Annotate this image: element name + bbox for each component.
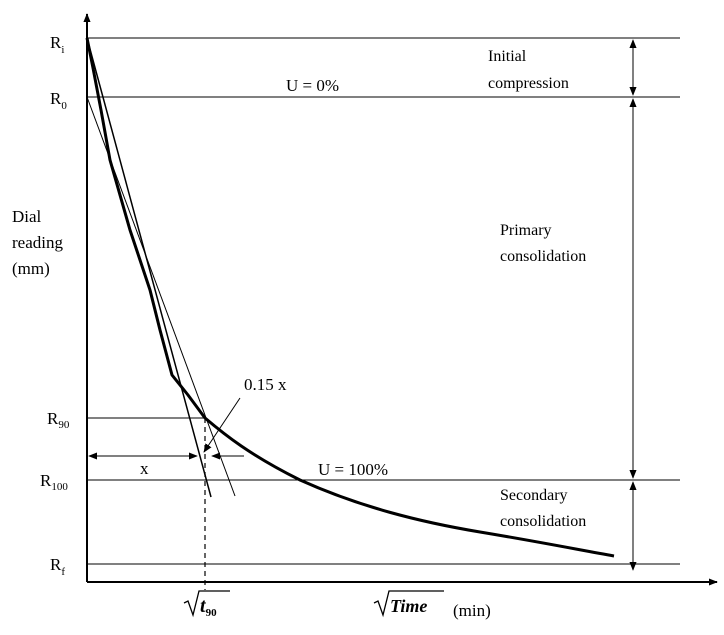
x-label: x	[140, 459, 149, 478]
sqrt-t90-text: t90	[200, 595, 217, 619]
fifteen-x-label: 0.15 x	[244, 375, 287, 394]
label-rf: Rf	[50, 555, 65, 578]
u100-label: U = 100%	[318, 460, 388, 479]
sqrt-time-radical	[373, 590, 444, 618]
sqrt-t90-radical	[183, 590, 230, 618]
label-r0: R0	[50, 89, 67, 112]
sqrt-time-label: Time (min)	[373, 590, 491, 620]
slope-1-15x-line	[86, 96, 236, 497]
y-axis-label-line1: Dial	[12, 207, 42, 226]
label-r90: R90	[47, 409, 70, 431]
tangent-line	[86, 37, 212, 498]
fifteen-x-leader	[203, 397, 241, 453]
label-ri: Ri	[50, 33, 64, 56]
label-r100: R100	[40, 471, 68, 493]
initial-label-2: compression	[488, 75, 569, 92]
primary-label-2: consolidation	[500, 248, 586, 265]
secondary-label-2: consolidation	[500, 513, 586, 530]
y-axis-label-line3: (mm)	[12, 259, 50, 278]
y-axis-label-line2: reading	[12, 233, 63, 252]
secondary-label-1: Secondary	[500, 487, 568, 504]
time-unit-text: (min)	[453, 601, 491, 620]
dial-reading-curve	[85, 37, 615, 558]
u0-label: U = 0%	[286, 76, 339, 95]
initial-label-1: Initial	[488, 48, 527, 65]
sqrt-t90-label: t90	[183, 590, 230, 619]
primary-label-1: Primary	[500, 222, 552, 239]
time-text: Time	[390, 596, 427, 616]
